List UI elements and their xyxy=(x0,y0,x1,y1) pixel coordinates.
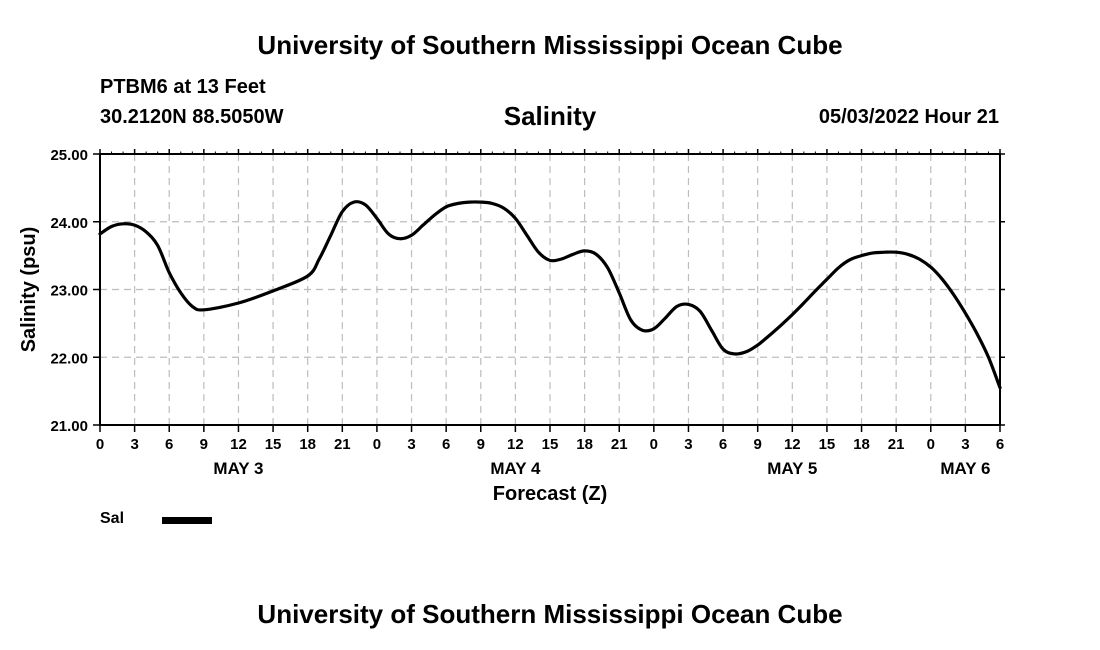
x-tick-label: 0 xyxy=(650,436,658,453)
series-group xyxy=(98,200,1002,390)
x-tick-label: 0 xyxy=(373,436,381,453)
y-tick-label: 24.00 xyxy=(50,215,88,232)
day-label: MAY 3 xyxy=(213,459,263,478)
series-line-sal xyxy=(98,200,1002,390)
coordinates-label: 30.2120N 88.5050W xyxy=(100,106,284,128)
x-axis-title: Forecast (Z) xyxy=(493,483,607,505)
x-tick-label: 21 xyxy=(888,436,905,453)
x-tick-label: 0 xyxy=(927,436,935,453)
x-tick-label: 3 xyxy=(961,436,969,453)
x-tick-label: 12 xyxy=(230,436,247,453)
x-tick-label: 9 xyxy=(200,436,208,453)
legend-line-swatch xyxy=(162,517,212,524)
forecast-datetime: 05/03/2022 Hour 21 xyxy=(818,106,999,128)
x-tick-label: 6 xyxy=(165,436,173,453)
x-tick-label: 12 xyxy=(784,436,801,453)
axis-ticks xyxy=(93,149,1005,432)
x-tick-label: 18 xyxy=(853,436,870,453)
x-tick-label: 21 xyxy=(611,436,628,453)
y-tick-label: 25.00 xyxy=(50,147,88,164)
x-tick-label: 21 xyxy=(334,436,351,453)
y-axis-title: Salinity (psu) xyxy=(18,227,40,353)
x-tick-label: 18 xyxy=(299,436,316,453)
plot-frame xyxy=(99,153,1001,426)
legend-label: Sal xyxy=(100,510,125,527)
y-tick-label: 22.00 xyxy=(50,350,88,367)
day-label: MAY 6 xyxy=(940,459,990,478)
station-label: PTBM6 at 13 Feet xyxy=(100,76,266,98)
axis-labels: 0 3 6 9 12 15 18 21 0 3 6 9 12 15 18 21 0 3 6 9 12 15 18 21 0 3 6 2… xyxy=(50,147,1004,478)
x-tick-label: 15 xyxy=(542,436,559,453)
day-label: MAY 5 xyxy=(767,459,817,478)
x-tick-label: 15 xyxy=(265,436,282,453)
x-tick-label: 3 xyxy=(407,436,415,453)
page-title: University of Southern Mississippi Ocean… xyxy=(257,30,843,60)
y-tick-label: 23.00 xyxy=(50,283,88,300)
x-tick-label: 12 xyxy=(507,436,524,453)
x-tick-label: 3 xyxy=(130,436,138,453)
x-tick-label: 0 xyxy=(96,436,104,453)
day-label: MAY 4 xyxy=(490,459,541,478)
x-tick-label: 6 xyxy=(996,436,1004,453)
y-tick-label: 21.00 xyxy=(50,418,88,435)
grid-lines xyxy=(100,154,1000,425)
footer-title: University of Southern Mississippi Ocean… xyxy=(257,599,843,629)
x-tick-label: 3 xyxy=(684,436,692,453)
x-tick-label: 9 xyxy=(477,436,485,453)
x-tick-label: 15 xyxy=(819,436,836,453)
chart-title: Salinity xyxy=(503,101,597,131)
x-tick-label: 6 xyxy=(442,436,450,453)
x-tick-label: 18 xyxy=(576,436,593,453)
x-tick-label: 6 xyxy=(719,436,727,453)
x-tick-label: 9 xyxy=(754,436,762,453)
